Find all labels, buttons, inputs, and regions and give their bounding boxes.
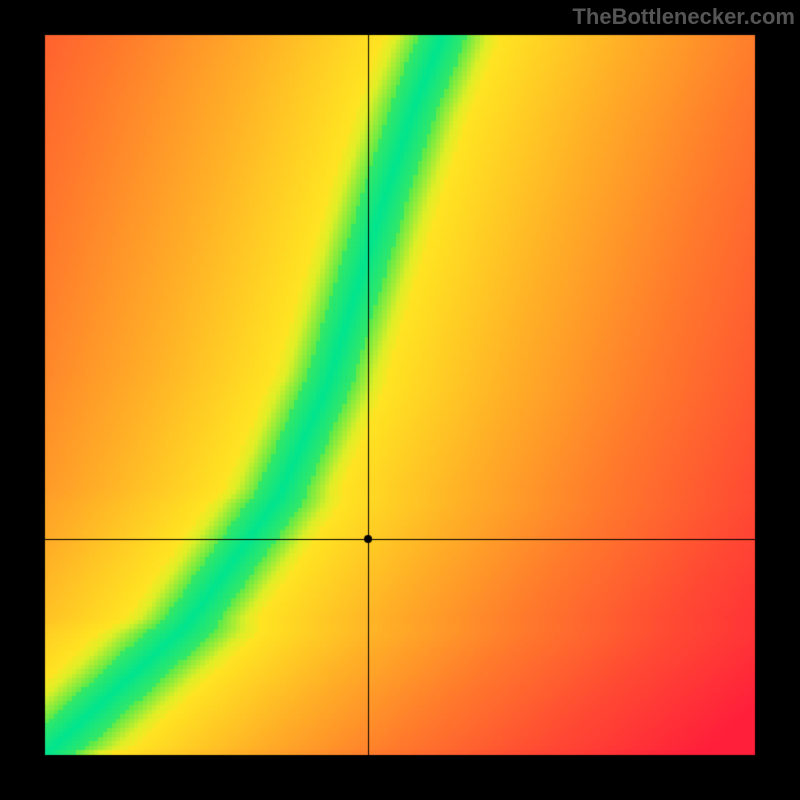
bottleneck-heatmap bbox=[0, 0, 800, 800]
chart-container: TheBottlenecker.com bbox=[0, 0, 800, 800]
watermark-text: TheBottlenecker.com bbox=[572, 4, 795, 30]
